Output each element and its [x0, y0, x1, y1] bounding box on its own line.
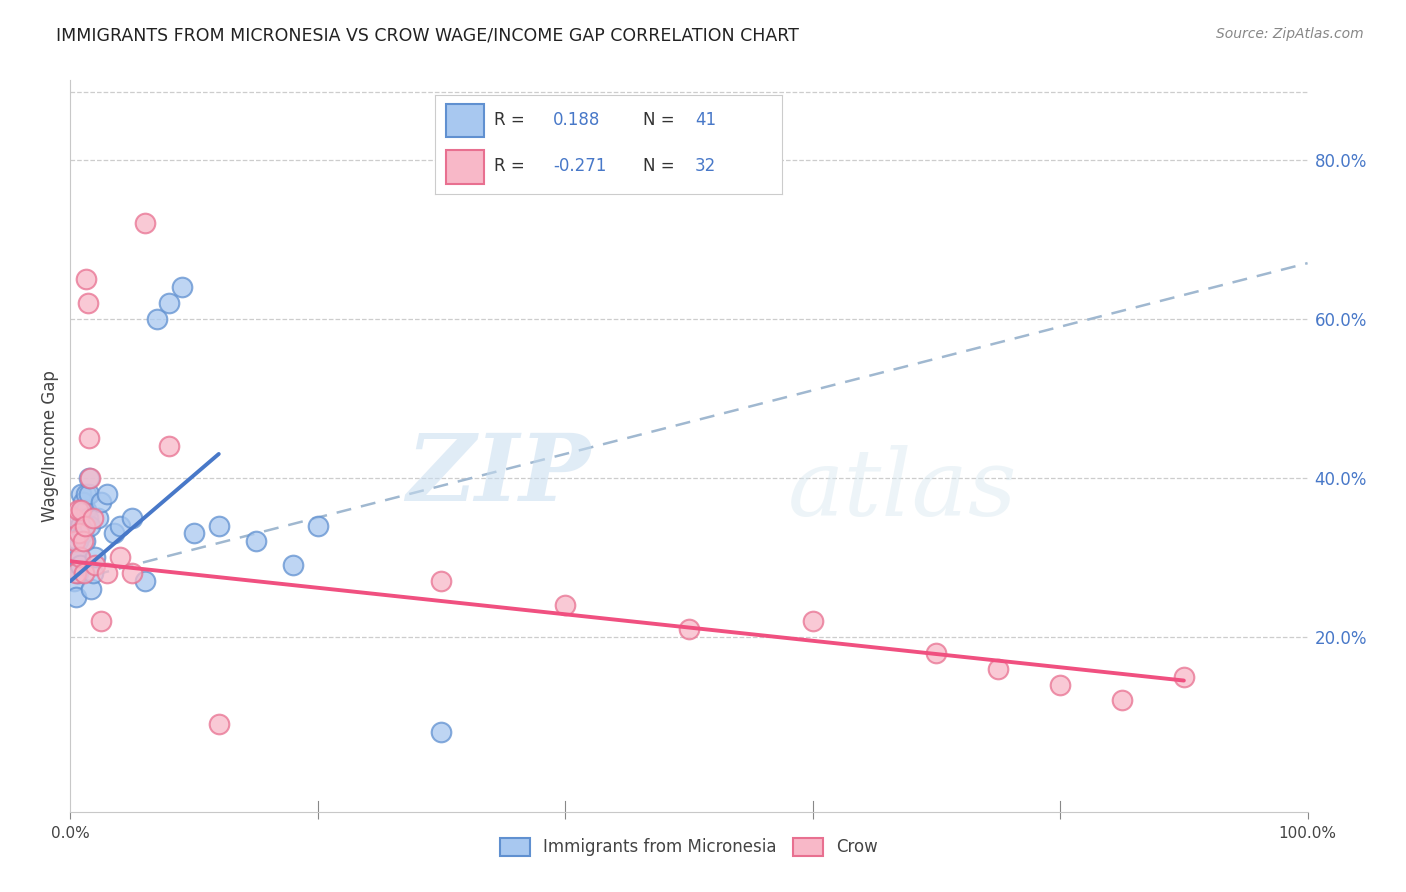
- Point: [70, 502, 93, 516]
- Point: [76, 510, 98, 524]
- Point: [65, 550, 87, 565]
- Point: [281, 558, 304, 573]
- Point: [73, 566, 96, 581]
- Point: [65, 566, 87, 581]
- Point: [67, 550, 90, 565]
- Point: [77, 471, 100, 485]
- Point: [1111, 693, 1133, 707]
- Point: [134, 574, 156, 589]
- Point: [72, 534, 94, 549]
- Point: [67, 510, 90, 524]
- Point: [75, 502, 97, 516]
- Text: atlas: atlas: [787, 445, 1018, 535]
- Point: [84, 558, 107, 573]
- Point: [70, 502, 93, 516]
- Point: [678, 622, 700, 636]
- Legend: Immigrants from Micronesia, Crow: Immigrants from Micronesia, Crow: [494, 831, 884, 863]
- Point: [103, 526, 125, 541]
- Point: [65, 526, 87, 541]
- Point: [80, 582, 103, 596]
- Point: [157, 296, 180, 310]
- Point: [307, 518, 329, 533]
- Point: [157, 439, 180, 453]
- Point: [75, 486, 97, 500]
- Point: [79, 518, 101, 533]
- Point: [72, 494, 94, 508]
- Point: [987, 662, 1010, 676]
- Point: [90, 494, 112, 508]
- Text: ZIP: ZIP: [406, 430, 591, 520]
- Point: [96, 486, 118, 500]
- Point: [75, 272, 97, 286]
- Point: [63, 574, 86, 589]
- Point: [66, 502, 89, 516]
- Point: [208, 518, 231, 533]
- Point: [84, 550, 107, 565]
- Point: [66, 566, 89, 581]
- Point: [66, 534, 89, 549]
- Point: [183, 526, 205, 541]
- Point: [77, 431, 100, 445]
- Point: [245, 534, 267, 549]
- Point: [69, 550, 91, 565]
- Point: [69, 558, 91, 573]
- Point: [208, 717, 231, 731]
- Point: [70, 486, 93, 500]
- Point: [82, 510, 104, 524]
- Point: [86, 510, 108, 524]
- Point: [925, 646, 948, 660]
- Point: [69, 518, 91, 533]
- Point: [430, 574, 453, 589]
- Point: [430, 725, 453, 739]
- Point: [1173, 669, 1195, 683]
- Point: [65, 534, 87, 549]
- Point: [96, 566, 118, 581]
- Point: [121, 510, 143, 524]
- Point: [75, 534, 97, 549]
- Point: [67, 526, 90, 541]
- Text: Source: ZipAtlas.com: Source: ZipAtlas.com: [1216, 27, 1364, 41]
- Point: [65, 590, 87, 604]
- Text: IMMIGRANTS FROM MICRONESIA VS CROW WAGE/INCOME GAP CORRELATION CHART: IMMIGRANTS FROM MICRONESIA VS CROW WAGE/…: [56, 27, 799, 45]
- Point: [801, 614, 824, 628]
- Point: [1049, 677, 1071, 691]
- Point: [108, 518, 131, 533]
- Point: [134, 216, 156, 230]
- Point: [75, 518, 97, 533]
- Point: [121, 566, 143, 581]
- Y-axis label: Wage/Income Gap: Wage/Income Gap: [41, 370, 59, 522]
- Point: [72, 526, 94, 541]
- Point: [170, 280, 193, 294]
- Point: [76, 296, 98, 310]
- Point: [554, 598, 576, 612]
- Point: [73, 518, 96, 533]
- Point: [79, 471, 101, 485]
- Point: [63, 510, 86, 524]
- Point: [108, 550, 131, 565]
- Point: [90, 614, 112, 628]
- Point: [146, 311, 169, 326]
- Point: [82, 566, 104, 581]
- Point: [77, 486, 100, 500]
